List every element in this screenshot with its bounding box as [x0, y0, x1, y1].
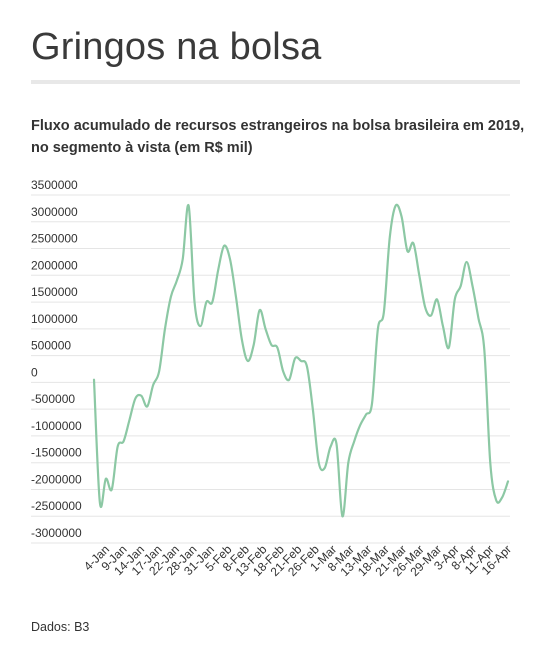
- y-tick-label: 2500000: [31, 232, 78, 246]
- page-title: Gringos na bolsa: [31, 26, 322, 68]
- chart-subtitle: Fluxo acumulado de recursos estrangeiros…: [31, 118, 525, 156]
- y-tick-label: -1500000: [31, 446, 82, 460]
- y-axis-labels: 3500000 3000000 2500000 2000000 1500000 10000…: [31, 178, 82, 540]
- y-tick-label: 500000: [31, 339, 71, 353]
- y-tick-label: 3000000: [31, 205, 78, 219]
- y-tick-label: -1000000: [31, 419, 82, 433]
- y-tick-label: -3000000: [31, 526, 82, 540]
- y-tick-label: -500000: [31, 392, 75, 406]
- source-note: Dados: B3: [31, 620, 90, 634]
- y-tick-label: -2500000: [31, 499, 82, 513]
- series-line: [92, 203, 510, 518]
- x-axis-labels: 4-Jan9-Jan14-Jan17-Jan22-Jan28-Jan31-Jan…: [81, 542, 514, 579]
- y-tick-label: 0: [31, 365, 38, 379]
- y-tick-label: -2000000: [31, 472, 82, 486]
- y-tick-label: 2000000: [31, 258, 78, 272]
- y-tick-label: 3500000: [31, 178, 78, 192]
- title-divider: [31, 80, 520, 84]
- gridlines: [31, 194, 510, 544]
- y-tick-label: 1000000: [31, 312, 78, 326]
- y-tick-label: 1500000: [31, 285, 78, 299]
